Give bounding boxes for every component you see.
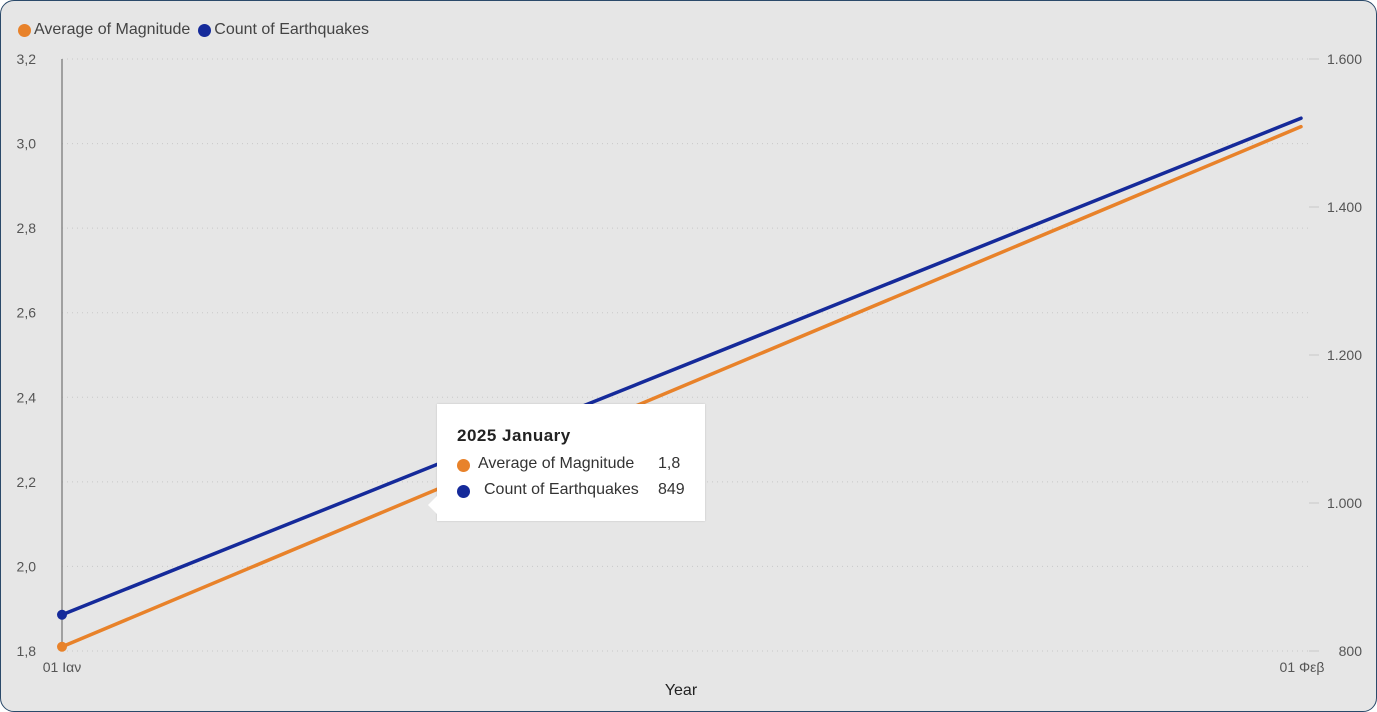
x-axis-tick-label: 01 Φεβ — [1280, 659, 1325, 675]
legend-dot-count — [198, 23, 212, 37]
tooltip-title: 2025 January — [457, 426, 571, 445]
right-axis-tick-label: 1.400 — [1327, 199, 1362, 215]
tooltip-label-count: Count of Earthquakes — [484, 481, 639, 498]
tooltip-value-count: 849 — [658, 481, 685, 498]
tooltip-dot-count — [457, 485, 470, 498]
right-axis-tick-label: 1.000 — [1327, 495, 1362, 511]
x-axis-tick-label: 01 Ιαν — [43, 659, 81, 675]
legend-label-count: Count of Earthquakes — [214, 21, 370, 38]
left-axis-tick-label: 1,8 — [17, 643, 37, 659]
legend-item-count[interactable]: Count of Earthquakes — [198, 21, 369, 39]
chart-legend: Average of Magnitude Count of Earthquake… — [18, 21, 377, 39]
right-axis-tick-label: 800 — [1339, 643, 1363, 659]
tooltip-dot-magnitude — [457, 459, 470, 472]
x-axis-title: Year — [665, 682, 698, 699]
legend-dot-magnitude — [18, 23, 31, 37]
data-tooltip: 2025 January Average of Magnitude 1,8 Co… — [428, 404, 707, 521]
left-axis-tick-label: 3,0 — [17, 136, 37, 152]
left-axis-tick-label: 3,2 — [17, 51, 37, 67]
left-axis-tick-label: 2,0 — [17, 558, 37, 574]
tooltip-label-magnitude: Average of Magnitude — [478, 455, 635, 472]
left-axis-tick-label: 2,8 — [17, 220, 37, 236]
tooltip-row-count: Count of Earthquakes 849 — [457, 481, 707, 503]
tooltip-value-magnitude: 1,8 — [658, 455, 681, 472]
left-axis-tick-label: 2,2 — [17, 474, 37, 490]
series-line-magnitude[interactable] — [60, 124, 1303, 649]
legend-item-magnitude[interactable]: Average of Magnitude — [18, 21, 190, 39]
series-line-count[interactable] — [60, 116, 1303, 617]
right-axis-tick-label: 1.600 — [1327, 51, 1362, 67]
tooltip-row-magnitude: Average of Magnitude 1,8 — [457, 455, 707, 477]
left-axis-tick-label: 2,6 — [17, 305, 37, 321]
left-axis-tick-label: 2,4 — [17, 389, 37, 405]
data-point-count[interactable] — [57, 609, 67, 620]
data-point-magnitude[interactable] — [57, 641, 67, 652]
legend-label-magnitude: Average of Magnitude — [34, 21, 191, 38]
right-axis-tick-label: 1.200 — [1327, 347, 1362, 363]
